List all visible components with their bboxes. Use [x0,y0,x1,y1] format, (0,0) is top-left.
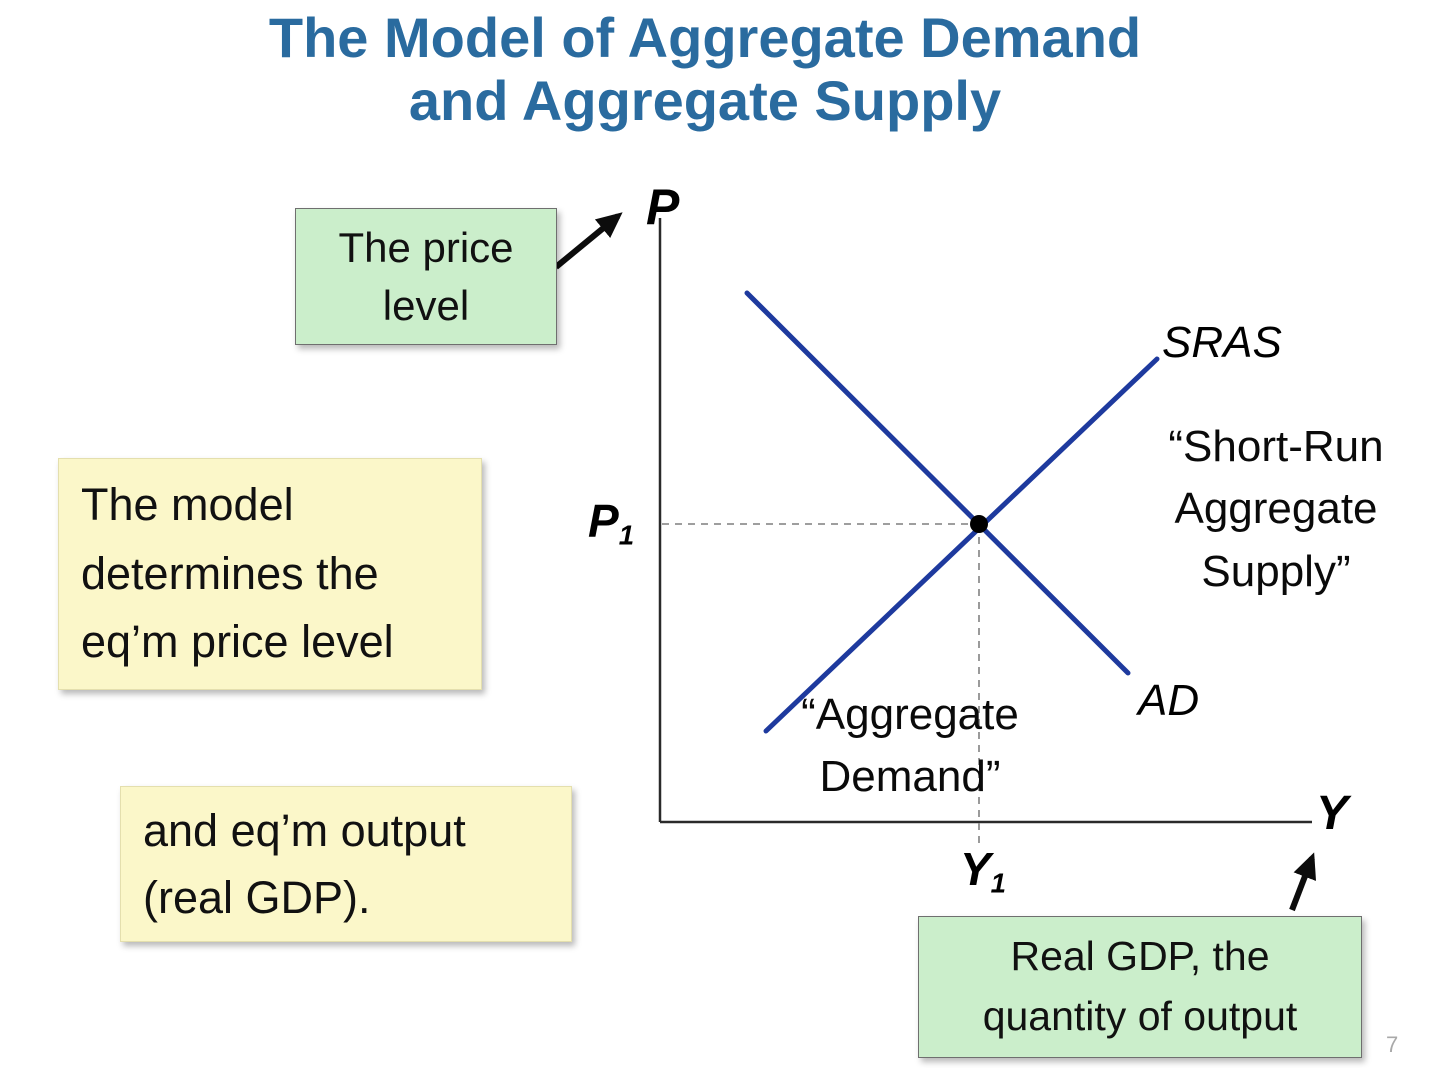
sras-curve [763,356,1160,734]
y1-subscript: 1 [990,867,1007,899]
p1-subscript: 1 [618,519,635,551]
title-line-1: The Model of Aggregate Demand [268,6,1142,69]
sras-caption: “Short-Run Aggregate Supply” [1136,416,1416,603]
sras-caption-line-1: “Short-Run [1168,422,1384,471]
ad-caption-line-1: “Aggregate [801,690,1019,739]
model-line-2: determines the [81,547,379,599]
ad-caption-line-2: Demand” [819,752,1001,802]
price-level-line-2: level [382,281,470,329]
sras-caption-line-3: Supply” [1201,546,1351,596]
model-line-3: eq’m price level [81,616,394,668]
page-title: The Model of Aggregate Demand and Aggreg… [0,6,1410,133]
eqm-output-callout: and eq’m output (real GDP). [120,786,572,942]
price-level-line-1: The price [338,223,514,271]
real-gdp-line-1: Real GDP, the [1010,933,1270,980]
output-line-1: and eq’m output [143,804,466,856]
price-level-arrow [554,212,623,270]
p-axis-label: P [646,179,680,235]
price-level-callout: The price level [295,208,557,345]
real-gdp-line-2: quantity of output [982,993,1298,1039]
p1-label: P1 [588,494,634,552]
ad-caption: “Aggregate Demand” [752,684,1068,809]
page-number: 7 [1386,1032,1399,1057]
ad-curve [744,290,1131,676]
y1-base: Y [959,843,991,895]
sras-curve-label: SRAS [1162,318,1282,367]
p1-base: P [588,495,619,547]
model-line-1: The model [81,478,294,530]
equilibrium-point [970,515,988,533]
title-line-2: and Aggregate Supply [408,69,1002,133]
y-axis-label: Y [1316,787,1349,840]
sras-caption-line-2: Aggregate [1174,484,1378,534]
real-gdp-arrow [1289,852,1317,912]
real-gdp-callout: Real GDP, the quantity of output [918,916,1362,1058]
ad-curve-label: AD [1138,676,1200,725]
output-line-2: (real GDP). [143,872,371,923]
y1-label: Y1 [948,842,1018,900]
model-determines-callout: The model determines the eq’m price leve… [58,458,482,690]
